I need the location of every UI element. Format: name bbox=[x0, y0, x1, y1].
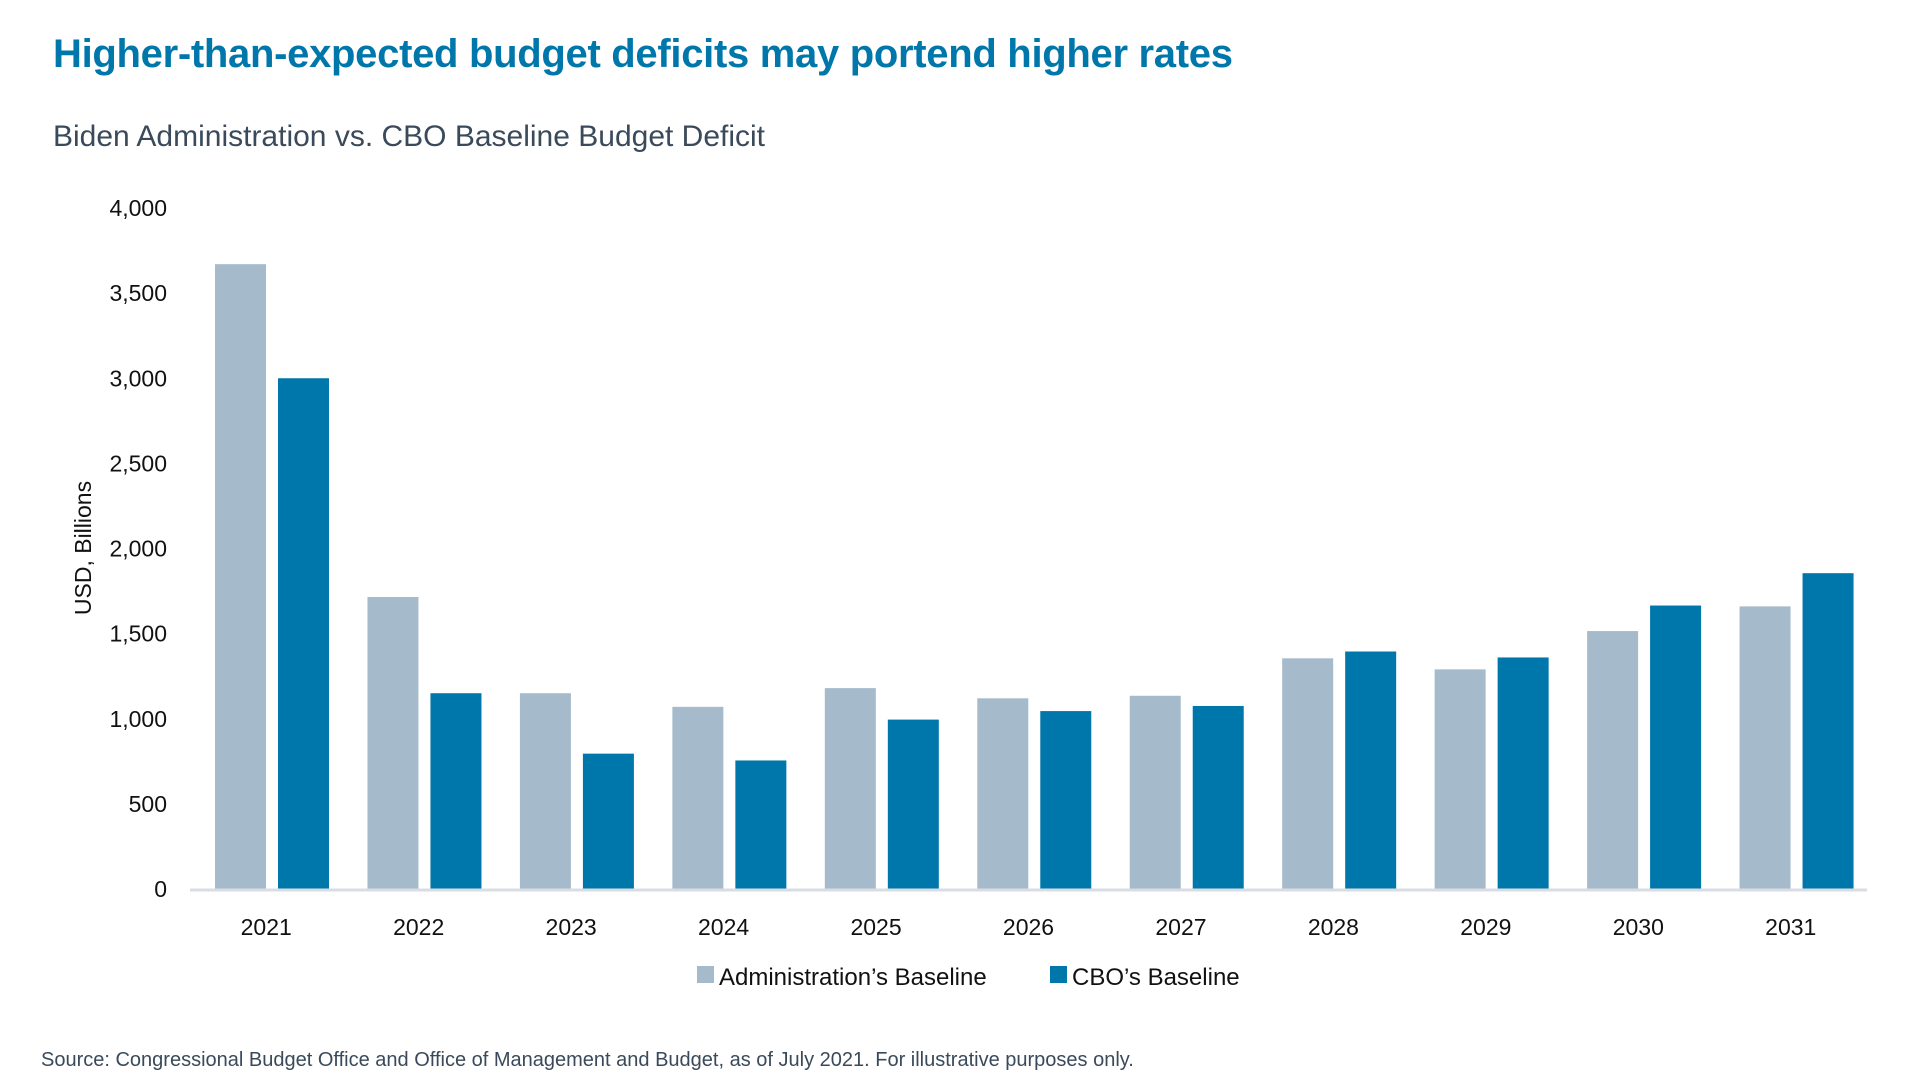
y-axis-label: USD, Billions bbox=[70, 481, 96, 615]
y-tick-label: 3,500 bbox=[109, 280, 167, 306]
bar-administration-2026 bbox=[977, 698, 1029, 889]
bar-cbo-2021 bbox=[278, 378, 329, 889]
bar-administration-2029 bbox=[1434, 669, 1486, 889]
x-tick-label: 2026 bbox=[1003, 914, 1054, 940]
bar-administration-2023 bbox=[519, 693, 571, 889]
x-tick-label: 2030 bbox=[1613, 914, 1664, 940]
y-tick-label: 1,500 bbox=[109, 621, 167, 647]
x-tick-label: 2022 bbox=[393, 914, 444, 940]
bar-cbo-2031 bbox=[1802, 573, 1854, 889]
source-note: Source: Congressional Budget Office and … bbox=[41, 1049, 1134, 1071]
bar-cbo-2022 bbox=[430, 693, 482, 889]
x-tick-label: 2024 bbox=[698, 914, 749, 940]
bar-administration-2024 bbox=[672, 706, 724, 889]
y-tick-label: 3,000 bbox=[109, 365, 167, 391]
bar-cbo-2030 bbox=[1650, 605, 1702, 889]
legend-label: CBO’s Baseline bbox=[1072, 964, 1240, 991]
x-tick-label: 2031 bbox=[1765, 914, 1816, 940]
bar-administration-2027 bbox=[1129, 695, 1181, 889]
bar-administration-2030 bbox=[1587, 631, 1639, 889]
bar-administration-2022 bbox=[367, 597, 419, 889]
bar-administration-2031 bbox=[1739, 606, 1791, 889]
bar-cbo-2024 bbox=[735, 760, 787, 889]
bar-cbo-2023 bbox=[582, 753, 634, 889]
page-title: Higher-than-expected budget deficits may… bbox=[53, 32, 1233, 76]
y-tick-label: 2,500 bbox=[109, 450, 167, 476]
x-tick-label: 2028 bbox=[1308, 914, 1359, 940]
x-tick-label: 2025 bbox=[850, 914, 901, 940]
y-tick-label: 1,000 bbox=[109, 706, 167, 732]
bar-cbo-2029 bbox=[1497, 657, 1549, 889]
x-tick-label: 2023 bbox=[546, 914, 597, 940]
x-tick-label: 2029 bbox=[1460, 914, 1511, 940]
bar-cbo-2028 bbox=[1345, 651, 1397, 889]
bar-administration-2025 bbox=[824, 688, 876, 889]
legend-swatch-0 bbox=[697, 966, 714, 983]
y-tick-label: 0 bbox=[154, 876, 167, 902]
bar-cbo-2025 bbox=[887, 719, 939, 889]
bar-cbo-2026 bbox=[1040, 711, 1092, 889]
bar-administration-2021 bbox=[215, 264, 266, 889]
y-tick-label: 2,000 bbox=[109, 536, 167, 562]
legend-label: Administration’s Baseline bbox=[719, 964, 987, 991]
bar-administration-2028 bbox=[1282, 658, 1334, 889]
chart-subtitle: Biden Administration vs. CBO Baseline Bu… bbox=[53, 120, 766, 153]
x-tick-label: 2021 bbox=[241, 914, 292, 940]
y-tick-label: 4,000 bbox=[109, 195, 167, 221]
y-tick-label: 500 bbox=[129, 791, 167, 817]
x-tick-label: 2027 bbox=[1155, 914, 1206, 940]
legend-swatch-1 bbox=[1050, 966, 1067, 983]
bar-cbo-2027 bbox=[1192, 705, 1244, 889]
